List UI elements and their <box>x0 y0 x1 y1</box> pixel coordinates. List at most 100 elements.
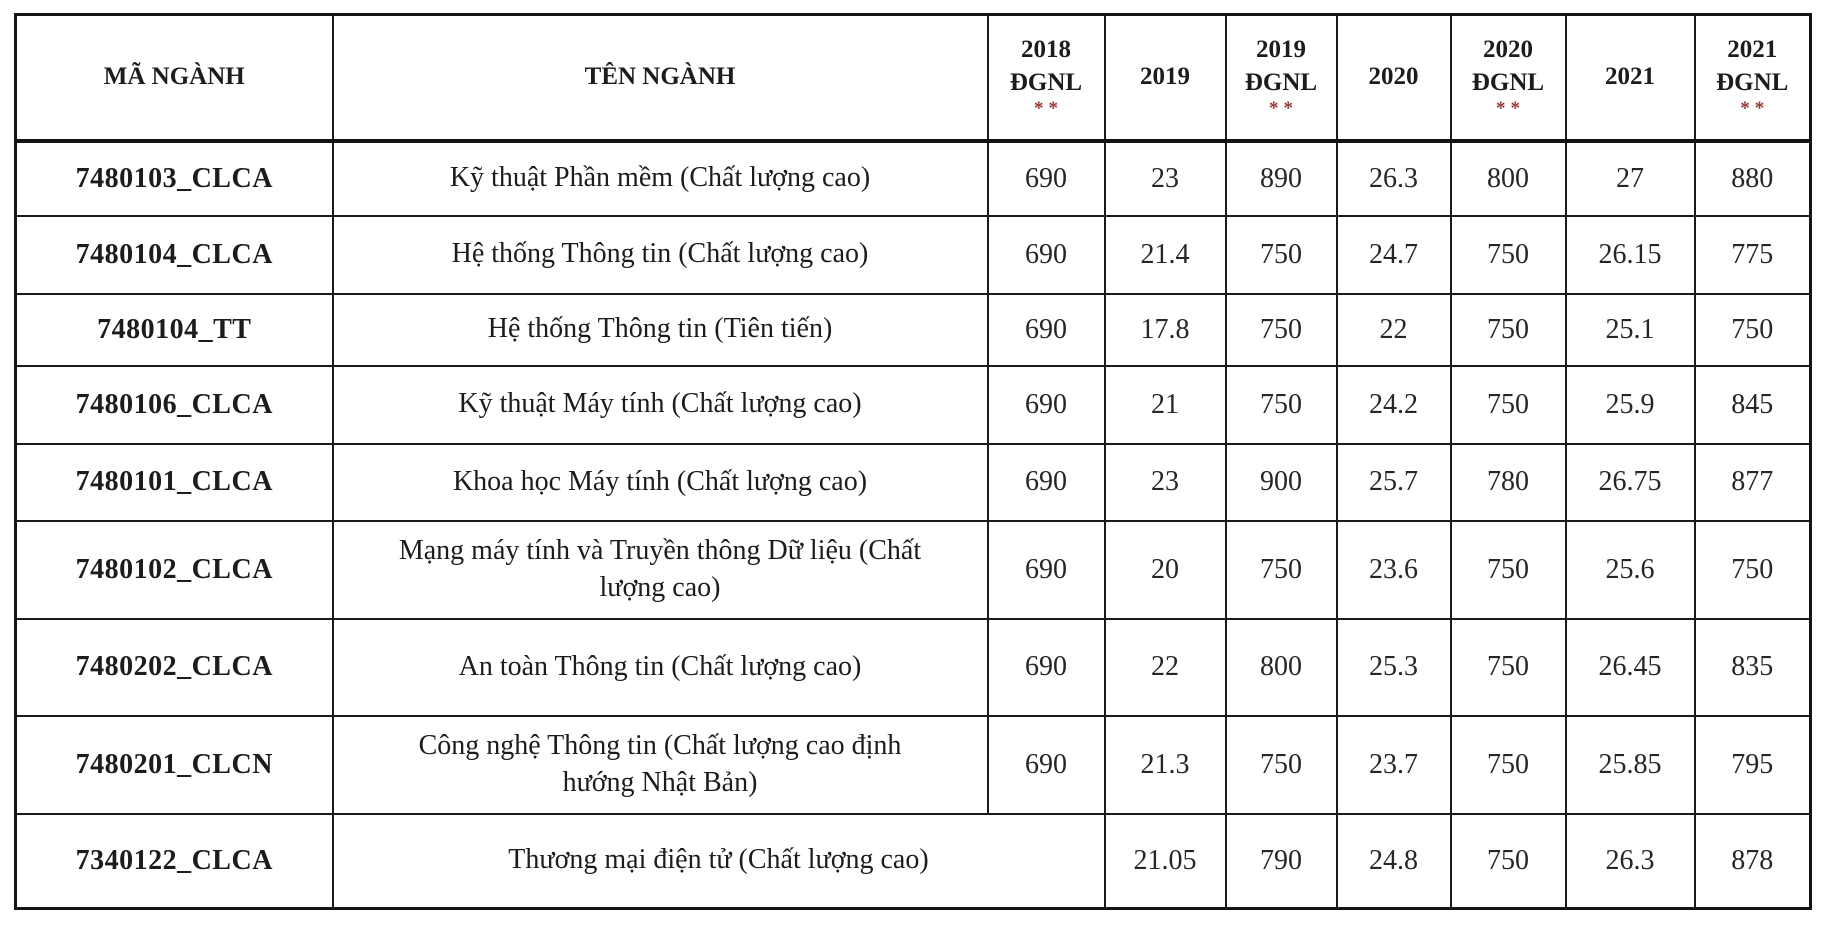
header-dgnl-label: ĐGNL <box>1244 68 1318 96</box>
header-label: 2019 <box>1140 63 1190 90</box>
score-cell: 750 <box>1693 292 1812 367</box>
score-cell: 750 <box>1224 519 1338 620</box>
major-code-cell: 7480104_CLCA <box>14 214 334 295</box>
header-dgnl-label: ĐGNL <box>1009 68 1083 96</box>
major-code-cell: 7480202_CLCA <box>14 617 334 717</box>
header-asterisk-note: ** <box>1740 98 1770 120</box>
score-cell: 25.7 <box>1335 442 1452 522</box>
score-cell: 800 <box>1449 139 1567 217</box>
score-cell: 26.3 <box>1335 139 1452 217</box>
score-cell: 750 <box>1693 519 1812 620</box>
table-row: 7480104_CLCA Hệ thống Thông tin (Chất lượ… <box>14 214 1812 295</box>
header-label: 2021 <box>1605 63 1655 90</box>
score-cell: 900 <box>1224 442 1338 522</box>
major-name-cell: Hệ thống Thông tin (Tiên tiến) <box>331 292 989 367</box>
header-year-label: 2020 <box>1483 36 1533 64</box>
score-cell: 22 <box>1103 617 1227 717</box>
score-cell: 750 <box>1224 292 1338 367</box>
score-cell: 21.4 <box>1103 214 1227 295</box>
score-cell: 690 <box>986 139 1106 217</box>
score-cell: 26.15 <box>1564 214 1696 295</box>
score-cell: 25.6 <box>1564 519 1696 620</box>
table-row: 7480103_CLCA Kỹ thuật Phần mềm (Chất lượn… <box>14 139 1812 217</box>
score-cell: 690 <box>986 617 1106 717</box>
score-cell: 25.1 <box>1564 292 1696 367</box>
score-cell: 690 <box>986 519 1106 620</box>
major-name-cell: Kỹ thuật Phần mềm (Chất lượng cao) <box>331 139 989 217</box>
table-header: MÃ NGÀNH TÊN NGÀNH 2018 ĐGNL ** 2019 2019 ĐGNL *… <box>14 13 1812 143</box>
score-cell: 21.3 <box>1103 714 1227 815</box>
major-code-cell: 7480103_CLCA <box>14 139 334 217</box>
major-name-cell: Thương mại điện tử (Chất lượng cao) <box>331 812 1106 910</box>
score-cell: 25.85 <box>1564 714 1696 815</box>
score-cell: 690 <box>986 442 1106 522</box>
score-cell: 24.2 <box>1335 364 1452 445</box>
admission-scores-table: MÃ NGÀNH TÊN NGÀNH 2018 ĐGNL ** 2019 2019 ĐGNL *… <box>14 13 1812 910</box>
score-cell: 845 <box>1693 364 1812 445</box>
major-code-cell: 7480101_CLCA <box>14 442 334 522</box>
header-dgnl-label: ĐGNL <box>1716 68 1789 96</box>
score-cell: 750 <box>1449 292 1567 367</box>
score-cell: 23 <box>1103 139 1227 217</box>
score-cell: 23 <box>1103 442 1227 522</box>
score-cell: 750 <box>1449 714 1567 815</box>
score-cell: 800 <box>1224 617 1338 717</box>
score-cell: 835 <box>1693 617 1812 717</box>
score-cell: 26.3 <box>1564 812 1696 910</box>
header-cell-2019: 2019 <box>1103 13 1227 143</box>
header-cell-2020-dgnl: 2020 ĐGNL ** <box>1449 13 1567 143</box>
major-name-cell: Mạng máy tính và Truyền thông Dữ liệu (C… <box>331 519 989 620</box>
header-label: MÃ NGÀNH <box>103 63 245 90</box>
score-cell: 690 <box>986 714 1106 815</box>
major-name-cell: Hệ thống Thông tin (Chất lượng cao) <box>331 214 989 295</box>
header-asterisk-note: ** <box>1034 98 1063 120</box>
score-cell: 26.45 <box>1564 617 1696 717</box>
score-cell: 23.7 <box>1335 714 1452 815</box>
major-code-cell: 7480201_CLCN <box>14 714 334 815</box>
score-cell: 750 <box>1224 214 1338 295</box>
score-cell: 25.9 <box>1564 364 1696 445</box>
score-cell: 750 <box>1449 617 1567 717</box>
table-row: 7480104_TT Hệ thống Thông tin (Tiên tiến)… <box>14 292 1812 367</box>
table-row: 7340122_CLCA Thương mại điện tử (Chất lượ… <box>14 812 1812 910</box>
major-code-cell: 7480104_TT <box>14 292 334 367</box>
major-name-cell: An toàn Thông tin (Chất lượng cao) <box>331 617 989 717</box>
header-cell-2019-dgnl: 2019 ĐGNL ** <box>1224 13 1338 143</box>
header-label: TÊN NGÀNH <box>584 63 736 90</box>
score-cell: 750 <box>1224 364 1338 445</box>
header-asterisk-note: ** <box>1496 98 1525 120</box>
score-cell: 24.8 <box>1335 812 1452 910</box>
score-cell: 750 <box>1449 519 1567 620</box>
score-cell: 21 <box>1103 364 1227 445</box>
score-cell: 877 <box>1693 442 1812 522</box>
table-row: 7480202_CLCA An toàn Thông tin (Chất lượn… <box>14 617 1812 717</box>
header-row: MÃ NGÀNH TÊN NGÀNH 2018 ĐGNL ** 2019 2019 ĐGNL *… <box>14 13 1812 143</box>
table-row: 7480101_CLCA Khoa học Máy tính (Chất lượn… <box>14 442 1812 522</box>
table-row: 7480106_CLCA Kỹ thuật Máy tính (Chất lượn… <box>14 364 1812 445</box>
score-cell: 23.6 <box>1335 519 1452 620</box>
score-cell: 790 <box>1224 812 1338 910</box>
score-cell: 22 <box>1335 292 1452 367</box>
score-cell: 20 <box>1103 519 1227 620</box>
score-cell: 27 <box>1564 139 1696 217</box>
header-cell-2021-dgnl: 2021 ĐGNL ** <box>1693 13 1812 143</box>
major-name-cell: Khoa học Máy tính (Chất lượng cao) <box>331 442 989 522</box>
table-row: 7480201_CLCN Công nghệ Thông tin (Chất lư… <box>14 714 1812 815</box>
header-cell-ten-nganh: TÊN NGÀNH <box>331 13 989 143</box>
score-cell: 24.7 <box>1335 214 1452 295</box>
header-year-label: 2018 <box>1021 36 1071 64</box>
score-cell: 690 <box>986 214 1106 295</box>
header-year-label: 2021 <box>1727 36 1778 64</box>
score-cell: 880 <box>1693 139 1812 217</box>
score-cell: 750 <box>1449 364 1567 445</box>
score-cell: 795 <box>1693 714 1812 815</box>
table-body: 7480103_CLCA Kỹ thuật Phần mềm (Chất lượn… <box>14 139 1812 910</box>
major-code-cell: 7340122_CLCA <box>14 812 334 910</box>
score-cell: 890 <box>1224 139 1338 217</box>
score-cell: 17.8 <box>1103 292 1227 367</box>
major-code-cell: 7480102_CLCA <box>14 519 334 620</box>
header-cell-2020: 2020 <box>1335 13 1452 143</box>
major-code-cell: 7480106_CLCA <box>14 364 334 445</box>
score-cell: 25.3 <box>1335 617 1452 717</box>
